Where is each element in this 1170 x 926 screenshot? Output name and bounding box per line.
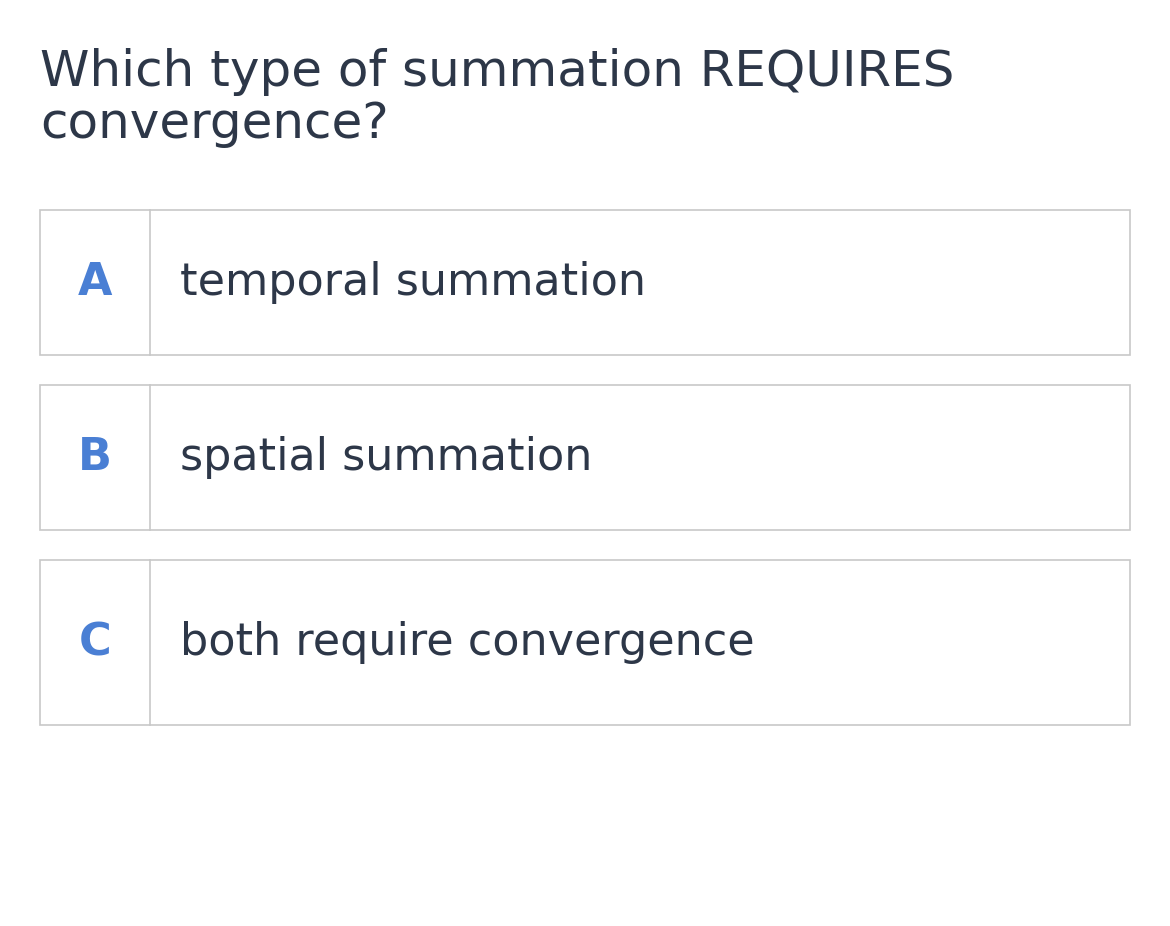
Text: both require convergence: both require convergence <box>180 621 755 664</box>
Text: B: B <box>78 436 112 479</box>
Text: convergence?: convergence? <box>40 100 388 148</box>
Bar <box>40 385 1130 530</box>
Text: spatial summation: spatial summation <box>180 436 592 479</box>
Text: C: C <box>78 621 111 664</box>
Bar <box>40 560 1130 725</box>
Bar <box>40 210 1130 355</box>
Text: Which type of summation REQUIRES: Which type of summation REQUIRES <box>40 48 955 96</box>
Text: A: A <box>77 261 112 304</box>
Text: temporal summation: temporal summation <box>180 261 646 304</box>
